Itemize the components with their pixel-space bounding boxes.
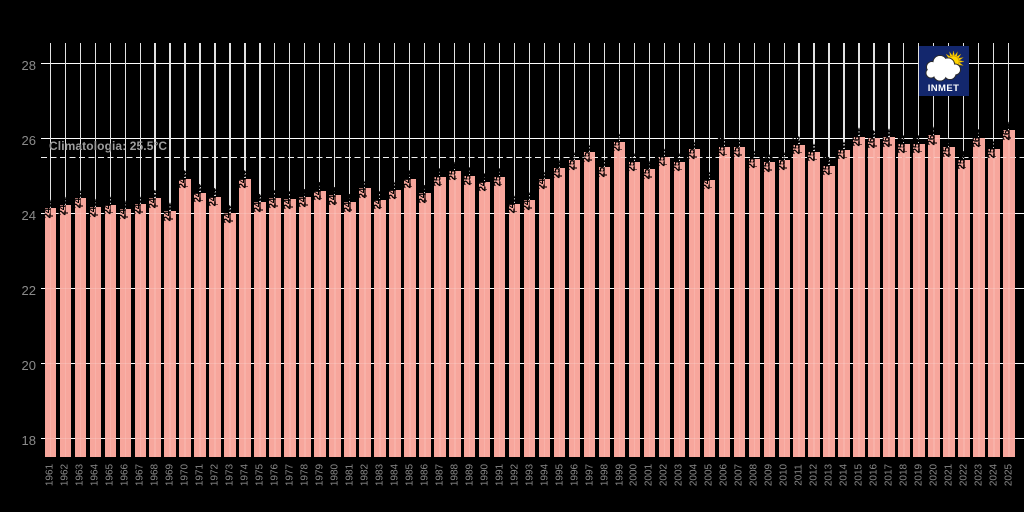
svg-text:INMET: INMET [928,83,960,94]
